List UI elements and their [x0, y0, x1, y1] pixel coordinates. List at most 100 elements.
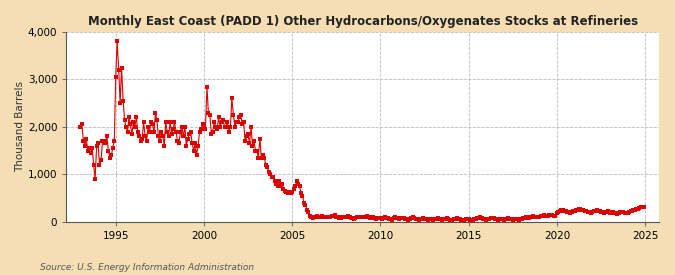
Point	[236, 113, 246, 117]
Point	[335, 216, 346, 221]
Point	[81, 136, 92, 141]
Point	[458, 218, 468, 222]
Point	[575, 207, 586, 211]
Point	[540, 213, 551, 218]
Point	[379, 215, 390, 220]
Point	[217, 117, 228, 122]
Point	[506, 217, 517, 222]
Point	[90, 177, 101, 181]
Point	[162, 129, 173, 134]
Point	[378, 216, 389, 221]
Point	[151, 117, 162, 122]
Point	[434, 217, 445, 221]
Point	[155, 139, 165, 143]
Point	[593, 209, 603, 213]
Point	[472, 216, 483, 221]
Point	[639, 204, 649, 209]
Point	[306, 215, 317, 219]
Point	[269, 179, 280, 184]
Point	[115, 101, 126, 105]
Point	[443, 217, 454, 222]
Point	[198, 125, 209, 129]
Point	[407, 215, 418, 220]
Point	[105, 155, 115, 160]
Point	[197, 122, 208, 127]
Point	[560, 209, 571, 213]
Point	[84, 146, 95, 150]
Point	[435, 217, 446, 222]
Point	[222, 120, 233, 124]
Point	[441, 216, 452, 221]
Point	[147, 122, 158, 127]
Point	[516, 217, 527, 221]
Point	[266, 174, 277, 179]
Point	[194, 129, 205, 134]
Point	[310, 215, 321, 219]
Point	[304, 214, 315, 218]
Point	[156, 129, 167, 134]
Point	[153, 134, 164, 139]
Point	[94, 163, 105, 167]
Point	[413, 218, 424, 222]
Point	[543, 213, 554, 218]
Point	[368, 215, 379, 220]
Point	[294, 184, 305, 188]
Point	[121, 125, 132, 129]
Point	[180, 125, 190, 129]
Point	[357, 215, 368, 220]
Point	[509, 217, 520, 222]
Point	[272, 184, 283, 188]
Point	[478, 217, 489, 221]
Point	[116, 65, 127, 70]
Point	[447, 218, 458, 222]
Point	[107, 146, 118, 150]
Point	[463, 217, 474, 222]
Point	[99, 139, 109, 143]
Point	[216, 120, 227, 124]
Point	[146, 120, 157, 124]
Point	[207, 129, 218, 134]
Point	[206, 132, 217, 136]
Point	[254, 136, 265, 141]
Point	[263, 170, 274, 174]
Point	[219, 125, 230, 129]
Point	[462, 217, 472, 221]
Point	[312, 214, 323, 218]
Point	[628, 208, 639, 213]
Point	[262, 165, 273, 169]
Point	[352, 215, 362, 220]
Point	[520, 215, 531, 220]
Point	[101, 134, 112, 139]
Point	[297, 193, 308, 198]
Point	[578, 208, 589, 213]
Point	[491, 217, 502, 222]
Point	[360, 214, 371, 219]
Point	[515, 217, 526, 222]
Point	[558, 208, 568, 213]
Point	[630, 208, 641, 212]
Point	[190, 141, 200, 146]
Point	[437, 218, 448, 222]
Point	[353, 214, 364, 219]
Point	[622, 210, 633, 215]
Point	[502, 217, 512, 221]
Point	[626, 209, 637, 213]
Point	[384, 217, 395, 221]
Point	[418, 216, 429, 221]
Point	[468, 218, 479, 222]
Point	[273, 179, 284, 184]
Point	[612, 211, 622, 216]
Point	[165, 120, 176, 124]
Point	[559, 209, 570, 213]
Point	[282, 191, 293, 196]
Point	[513, 218, 524, 222]
Point	[383, 216, 394, 221]
Point	[372, 216, 383, 221]
Point	[344, 215, 355, 220]
Text: Source: U.S. Energy Information Administration: Source: U.S. Energy Information Administ…	[40, 263, 254, 272]
Point	[392, 216, 402, 220]
Point	[350, 216, 360, 221]
Point	[583, 210, 593, 214]
Point	[425, 217, 436, 221]
Point	[375, 216, 386, 221]
